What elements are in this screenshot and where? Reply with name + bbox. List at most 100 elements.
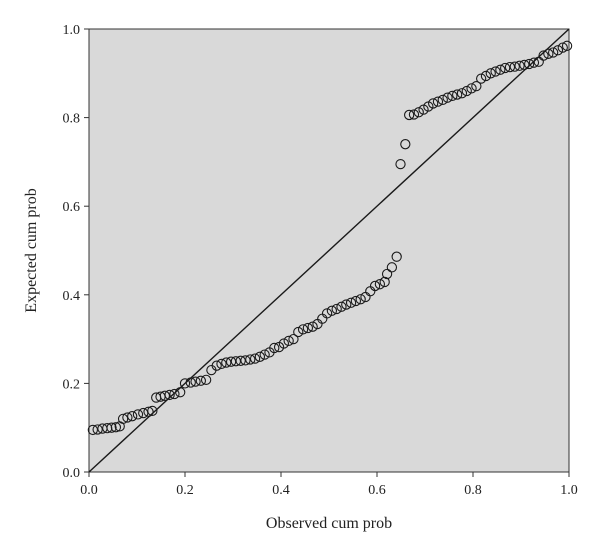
data-point bbox=[447, 90, 458, 102]
data-point bbox=[495, 64, 506, 75]
x-tick-label: 0.4 bbox=[272, 483, 290, 498]
data-point bbox=[259, 349, 270, 360]
data-point bbox=[240, 355, 251, 366]
data-point bbox=[404, 109, 415, 121]
data-point bbox=[432, 96, 444, 107]
data-point bbox=[87, 424, 98, 436]
data-point bbox=[175, 387, 186, 398]
data-point bbox=[122, 412, 133, 423]
data-point bbox=[452, 89, 463, 100]
data-point bbox=[106, 422, 117, 433]
data-point bbox=[408, 109, 420, 120]
data-point bbox=[355, 294, 366, 305]
x-axis-title: Observed cum prob bbox=[266, 515, 392, 532]
data-point bbox=[395, 158, 406, 170]
data-point bbox=[552, 45, 564, 56]
data-point bbox=[557, 42, 568, 53]
y-tick-label: 1.0 bbox=[63, 23, 81, 38]
data-point bbox=[179, 378, 191, 389]
x-tick-label: 0.2 bbox=[176, 483, 194, 498]
data-point bbox=[216, 358, 227, 370]
data-point bbox=[164, 389, 175, 401]
data-point bbox=[307, 321, 318, 332]
data-point bbox=[480, 70, 492, 82]
data-point bbox=[293, 326, 304, 338]
x-axis-ticks: 0.0 0.2 0.4 0.6 0.8 1.0 bbox=[80, 472, 578, 498]
data-point bbox=[456, 88, 468, 99]
data-point bbox=[500, 62, 511, 74]
data-point bbox=[543, 48, 554, 59]
data-point bbox=[413, 107, 424, 118]
data-point bbox=[386, 262, 398, 273]
data-point bbox=[127, 411, 138, 422]
data-point bbox=[190, 376, 201, 387]
data-point bbox=[471, 80, 482, 92]
data-point bbox=[461, 85, 472, 97]
data-point bbox=[132, 409, 144, 420]
data-point bbox=[143, 406, 154, 417]
data-point bbox=[514, 60, 525, 71]
data-point bbox=[538, 50, 549, 61]
data-point bbox=[476, 73, 487, 84]
data-point bbox=[185, 377, 196, 388]
data-point bbox=[278, 338, 290, 349]
x-tick-label: 0.8 bbox=[464, 483, 482, 498]
data-point bbox=[548, 47, 559, 58]
data-point bbox=[302, 322, 314, 334]
data-point bbox=[374, 279, 386, 290]
data-point bbox=[519, 59, 530, 71]
data-point bbox=[297, 324, 309, 335]
data-point bbox=[391, 251, 402, 262]
y-tick-label: 0.8 bbox=[63, 112, 81, 127]
data-point bbox=[528, 57, 540, 68]
data-point bbox=[195, 375, 206, 386]
data-point bbox=[485, 68, 496, 79]
data-point bbox=[381, 268, 393, 280]
x-tick-label: 0.0 bbox=[80, 483, 98, 498]
data-point bbox=[400, 139, 411, 150]
data-point bbox=[249, 353, 261, 364]
data-point bbox=[92, 424, 103, 435]
data-point bbox=[245, 354, 256, 365]
data-point bbox=[269, 342, 280, 354]
data-point bbox=[428, 98, 439, 109]
data-point bbox=[350, 295, 362, 307]
data-point bbox=[159, 390, 170, 401]
data-point bbox=[200, 374, 212, 386]
y-axis-ticks: 0.0 0.2 0.4 0.6 0.8 1.0 bbox=[63, 23, 89, 481]
data-point bbox=[490, 66, 501, 77]
data-point bbox=[283, 335, 294, 347]
data-point bbox=[288, 333, 299, 345]
data-point bbox=[561, 40, 573, 51]
data-point bbox=[379, 276, 390, 288]
data-point bbox=[524, 58, 535, 70]
data-point bbox=[326, 305, 338, 316]
y-tick-label: 0.0 bbox=[63, 466, 81, 481]
data-point bbox=[169, 388, 180, 400]
data-point bbox=[254, 351, 266, 362]
data-point bbox=[341, 299, 352, 310]
y-axis-title: Expected cum prob bbox=[23, 188, 40, 312]
y-tick-label: 0.6 bbox=[63, 200, 81, 215]
y-tick-label: 0.4 bbox=[63, 289, 81, 304]
data-point bbox=[235, 355, 246, 366]
data-point bbox=[117, 413, 129, 424]
data-point bbox=[110, 422, 122, 433]
data-point bbox=[336, 301, 347, 312]
data-point bbox=[321, 308, 333, 319]
data-point bbox=[221, 357, 232, 368]
data-point bbox=[345, 297, 357, 308]
data-point bbox=[437, 94, 448, 106]
data-point bbox=[331, 303, 342, 315]
data-points bbox=[87, 40, 573, 436]
data-point bbox=[211, 360, 222, 371]
data-point bbox=[369, 280, 381, 292]
data-point bbox=[509, 61, 520, 72]
data-point bbox=[442, 92, 453, 103]
x-tick-label: 1.0 bbox=[560, 483, 578, 498]
data-point bbox=[466, 83, 477, 94]
data-point bbox=[504, 61, 516, 73]
y-tick-label: 0.2 bbox=[63, 377, 81, 392]
data-point bbox=[147, 405, 158, 417]
